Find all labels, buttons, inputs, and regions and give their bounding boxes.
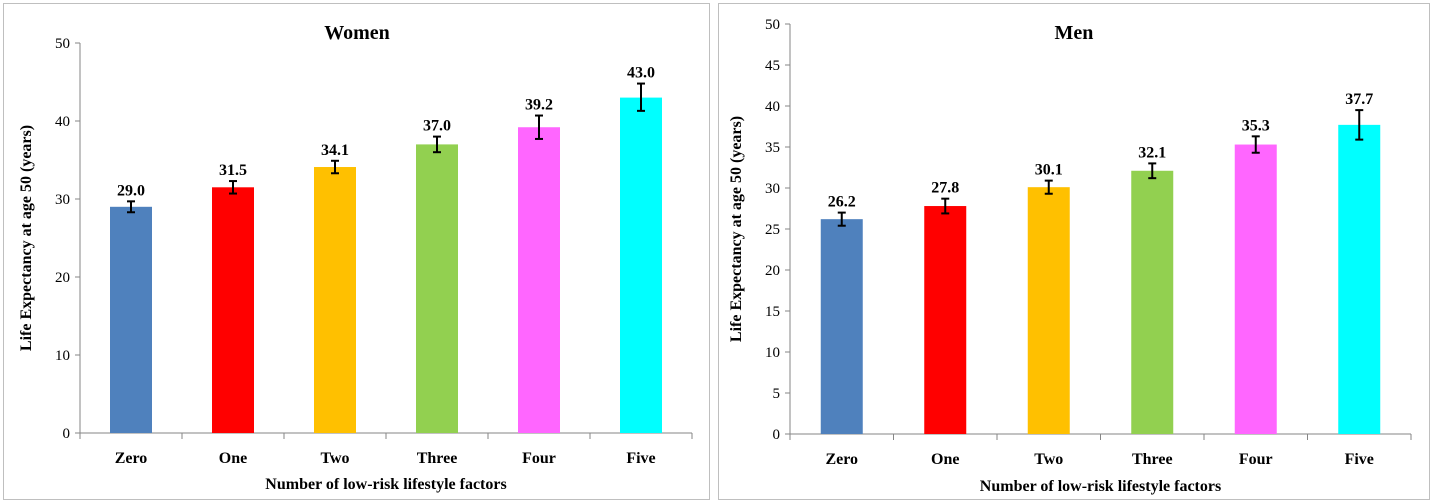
data-label: 34.1 [321,142,349,159]
y-tick-label: 0 [63,426,71,442]
y-tick-label: 30 [765,181,780,197]
y-tick-label: 10 [765,345,780,361]
category-label: Four [1239,451,1273,468]
bar [110,206,152,433]
category-label: Four [522,450,556,467]
y-tick-label: 20 [765,263,780,279]
data-label: 31.5 [219,162,247,179]
category-label: One [219,450,247,467]
y-tick-label: 50 [765,17,780,33]
women-bar-chart: Women Life Expectancy at age 50 (years) … [18,22,693,493]
data-label: 35.3 [1242,117,1270,134]
y-tick-label: 5 [773,386,781,402]
y-tick-label: 0 [773,427,781,443]
bar [1338,124,1381,435]
category-label: Two [1034,451,1063,468]
men-chart-panel: Men Life Expectancy at age 50 (years) Nu… [718,3,1430,500]
data-label: 39.2 [525,97,553,114]
y-tick-label: 20 [55,270,70,286]
chart-title: Men [1055,22,1094,44]
x-axis-label: Number of low-risk lifestyle factors [980,478,1221,495]
bar [1234,144,1277,435]
bar [924,206,967,434]
data-label: 27.8 [931,180,959,197]
bar [416,144,458,433]
y-axis-label: Life Expectancy at age 50 (years) [18,125,35,351]
bar [518,127,560,434]
y-tick-label: 40 [765,99,780,115]
bar [314,167,356,433]
x-axis-label: Number of low-risk lifestyle factors [265,476,506,493]
y-tick-label: 10 [55,348,70,364]
category-label: Zero [115,450,148,467]
data-label: 26.2 [828,194,856,211]
y-tick-label: 40 [55,114,70,130]
data-label: 32.1 [1138,144,1166,161]
bar [1027,187,1070,434]
category-label: Zero [825,451,858,468]
data-label: 37.7 [1345,91,1373,108]
category-label: Five [626,450,655,467]
y-tick-label: 45 [765,58,780,74]
men-bar-chart: Men Life Expectancy at age 50 (years) Nu… [728,17,1412,495]
y-tick-label: 15 [765,304,780,320]
y-tick-label: 30 [55,192,70,208]
category-label: Three [1132,451,1173,468]
data-label: 30.1 [1035,162,1063,179]
category-label: Three [417,450,458,467]
category-label: Five [1345,451,1374,468]
bar [1131,170,1174,434]
category-label: Two [320,450,349,467]
y-tick-label: 35 [765,140,780,156]
bar [620,97,662,433]
bar [212,187,254,433]
women-chart-panel: Women Life Expectancy at age 50 (years) … [3,3,710,500]
y-axis-label: Life Expectancy at age 50 (years) [728,116,745,342]
y-tick-label: 50 [55,36,70,52]
y-tick-label: 25 [765,222,780,238]
category-label: One [931,451,959,468]
data-label: 43.0 [627,65,655,82]
data-label: 29.0 [117,182,145,199]
data-label: 37.0 [423,118,451,135]
bar [820,219,863,434]
chart-title: Women [324,22,390,44]
